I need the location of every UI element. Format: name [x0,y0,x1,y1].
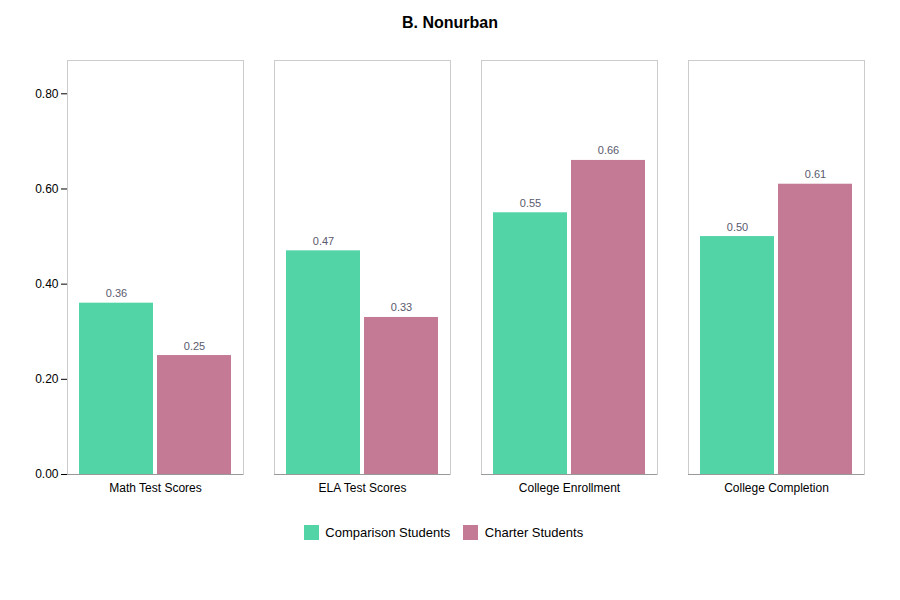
svg-text:0.25: 0.25 [184,340,205,352]
html-text:Charter Students: Charter Students [484,525,584,540]
svg-text:ELA Test Scores: ELA Test Scores [319,481,407,495]
svg-text:0.60: 0.60 [35,182,59,196]
svg-text:0.80: 0.80 [35,87,59,101]
svg-text:0.40: 0.40 [35,277,59,291]
html-text:Comparison Students: Comparison Students [325,525,451,540]
svg-text:0.50: 0.50 [727,221,748,233]
svg-text:College Enrollment: College Enrollment [519,481,621,495]
svg-text:0.00: 0.00 [35,467,59,481]
svg-text:College Completion: College Completion [724,481,829,495]
svg-text:Math Test Scores: Math Test Scores [109,481,201,495]
svg-text:0.33: 0.33 [391,301,412,313]
svg-text:0.61: 0.61 [805,168,826,180]
html-text:B. Nonurban: B. Nonurban [402,14,498,31]
svg-text:0.20: 0.20 [35,372,59,386]
svg-text:0.66: 0.66 [598,144,619,156]
svg-text:0.36: 0.36 [106,287,127,299]
svg-text:0.55: 0.55 [520,197,541,209]
svg-text:0.47: 0.47 [313,235,334,247]
